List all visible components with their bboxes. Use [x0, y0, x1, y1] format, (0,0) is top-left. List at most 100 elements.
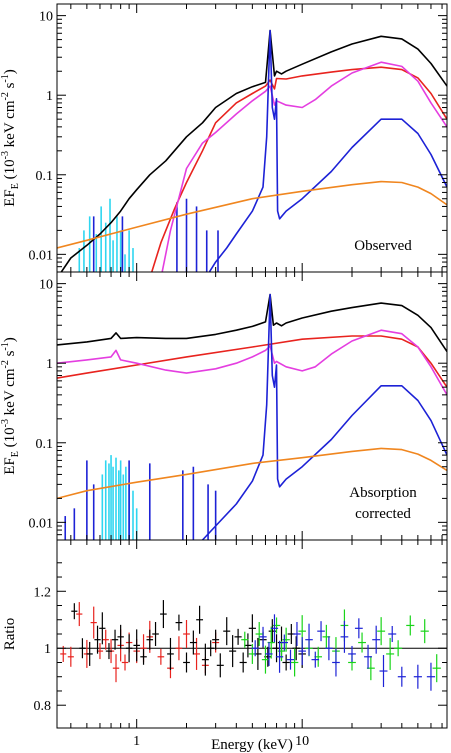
y-axis-label-part: keV cm	[2, 368, 18, 419]
ratio-panel: 1 10 1.2 1 0.8 Ratio Energy (keV)	[2, 539, 448, 753]
data-point	[413, 664, 422, 689]
y-axis-label-part: -3	[0, 419, 11, 427]
y-tick-label: 1.2	[34, 585, 52, 600]
data-point	[175, 636, 183, 661]
data-point	[244, 633, 252, 658]
panel-title: Observed	[354, 238, 412, 254]
series-line	[200, 293, 447, 540]
data-point	[90, 606, 97, 639]
series-line	[150, 66, 447, 272]
data-point	[94, 625, 101, 654]
data-point	[372, 625, 381, 654]
data-point	[99, 612, 106, 645]
plot-frame	[56, 3, 448, 273]
series-line	[60, 29, 447, 272]
data-point	[406, 615, 415, 636]
observed-panel: 10 1 0.1 0.01 EFE (10-3 keV cm-2 s-1) Observe…	[0, 3, 448, 273]
data-point	[275, 640, 284, 673]
x-axis-label: Energy (keV)	[211, 737, 293, 753]
y-axis-label: EFE (10-3 keV cm-2 s-1)	[0, 69, 21, 207]
data-point	[311, 651, 320, 668]
y-axis-label-part: s	[2, 82, 18, 92]
data-point	[386, 637, 395, 670]
data-point	[167, 637, 174, 670]
data-point	[234, 628, 242, 645]
y-axis-label-part: -2	[0, 92, 11, 100]
data-point	[255, 622, 263, 646]
data-point	[265, 641, 273, 666]
data-point	[298, 637, 306, 666]
y-axis-label-part: keV cm	[2, 100, 18, 151]
data-point	[152, 622, 159, 646]
x-tick-label: 10	[295, 734, 309, 749]
x-tick-label: 1	[133, 734, 140, 749]
y-tick-label: 1	[44, 642, 51, 657]
data-point	[105, 643, 113, 660]
y-tick-label: 10	[39, 278, 53, 293]
data-point	[207, 640, 215, 657]
y-tick-label: 1	[46, 89, 53, 104]
y-tick-label: 0.8	[34, 699, 52, 714]
y-tick-label: 0.01	[29, 248, 54, 263]
plot-area	[57, 293, 447, 540]
data-point	[420, 619, 429, 644]
data-point	[111, 629, 119, 650]
data-point	[259, 626, 267, 647]
y-axis-label-part: EF	[2, 189, 18, 207]
data-point	[348, 645, 356, 662]
series-line	[208, 29, 447, 272]
y-axis-label-part: E	[10, 183, 21, 189]
data-point	[212, 629, 220, 650]
data-point	[286, 649, 295, 670]
data-point	[117, 624, 124, 649]
data-point	[270, 614, 279, 643]
data-point	[183, 620, 190, 648]
data-point	[196, 605, 204, 634]
y-axis-label-part: -2	[0, 360, 11, 368]
y-axis-label-part: )	[2, 337, 18, 342]
data-point	[193, 637, 200, 670]
data-point	[364, 644, 372, 669]
data-point	[332, 648, 340, 677]
data-point	[261, 645, 270, 674]
data-point	[79, 638, 86, 659]
data-point	[394, 640, 403, 657]
data-point	[354, 618, 363, 639]
data-point	[282, 627, 290, 652]
data-point	[388, 626, 397, 642]
data-point	[251, 640, 259, 657]
plot-area	[57, 600, 447, 691]
data-point	[146, 629, 154, 650]
y-axis-label: EFE (10-3 keV cm-2 s-1)	[0, 337, 21, 475]
data-point	[140, 648, 147, 665]
data-point	[76, 602, 83, 627]
absorption-corrected-panel: 10 1 0.1 0.01 EFE (10-3 keV cm-2 s-1) Absorpt…	[0, 271, 448, 541]
data-point	[379, 655, 388, 688]
y-axis-label-part: -3	[0, 151, 11, 159]
y-axis-label-part: E	[10, 451, 21, 457]
data-point	[223, 617, 231, 646]
data-point	[293, 622, 301, 646]
data-point	[239, 652, 247, 673]
data-point	[157, 648, 165, 665]
data-point	[280, 634, 289, 651]
data-point	[125, 634, 133, 663]
data-point	[325, 636, 333, 661]
series-line	[57, 293, 447, 353]
panel-subtitle: corrected	[355, 506, 411, 522]
data-point	[241, 631, 249, 648]
data-point	[216, 653, 224, 678]
y-axis-label-part: -1	[0, 74, 11, 82]
y-axis-label-part: -1	[0, 342, 11, 350]
y-axis-label-part: (10	[2, 427, 18, 451]
data-point	[175, 614, 183, 631]
y-tick-label: 10	[39, 10, 53, 25]
data-point	[102, 629, 109, 650]
plot-area	[57, 29, 447, 272]
series-line	[57, 447, 447, 500]
data-point	[67, 646, 74, 667]
data-point	[229, 635, 237, 668]
data-point	[377, 617, 386, 646]
